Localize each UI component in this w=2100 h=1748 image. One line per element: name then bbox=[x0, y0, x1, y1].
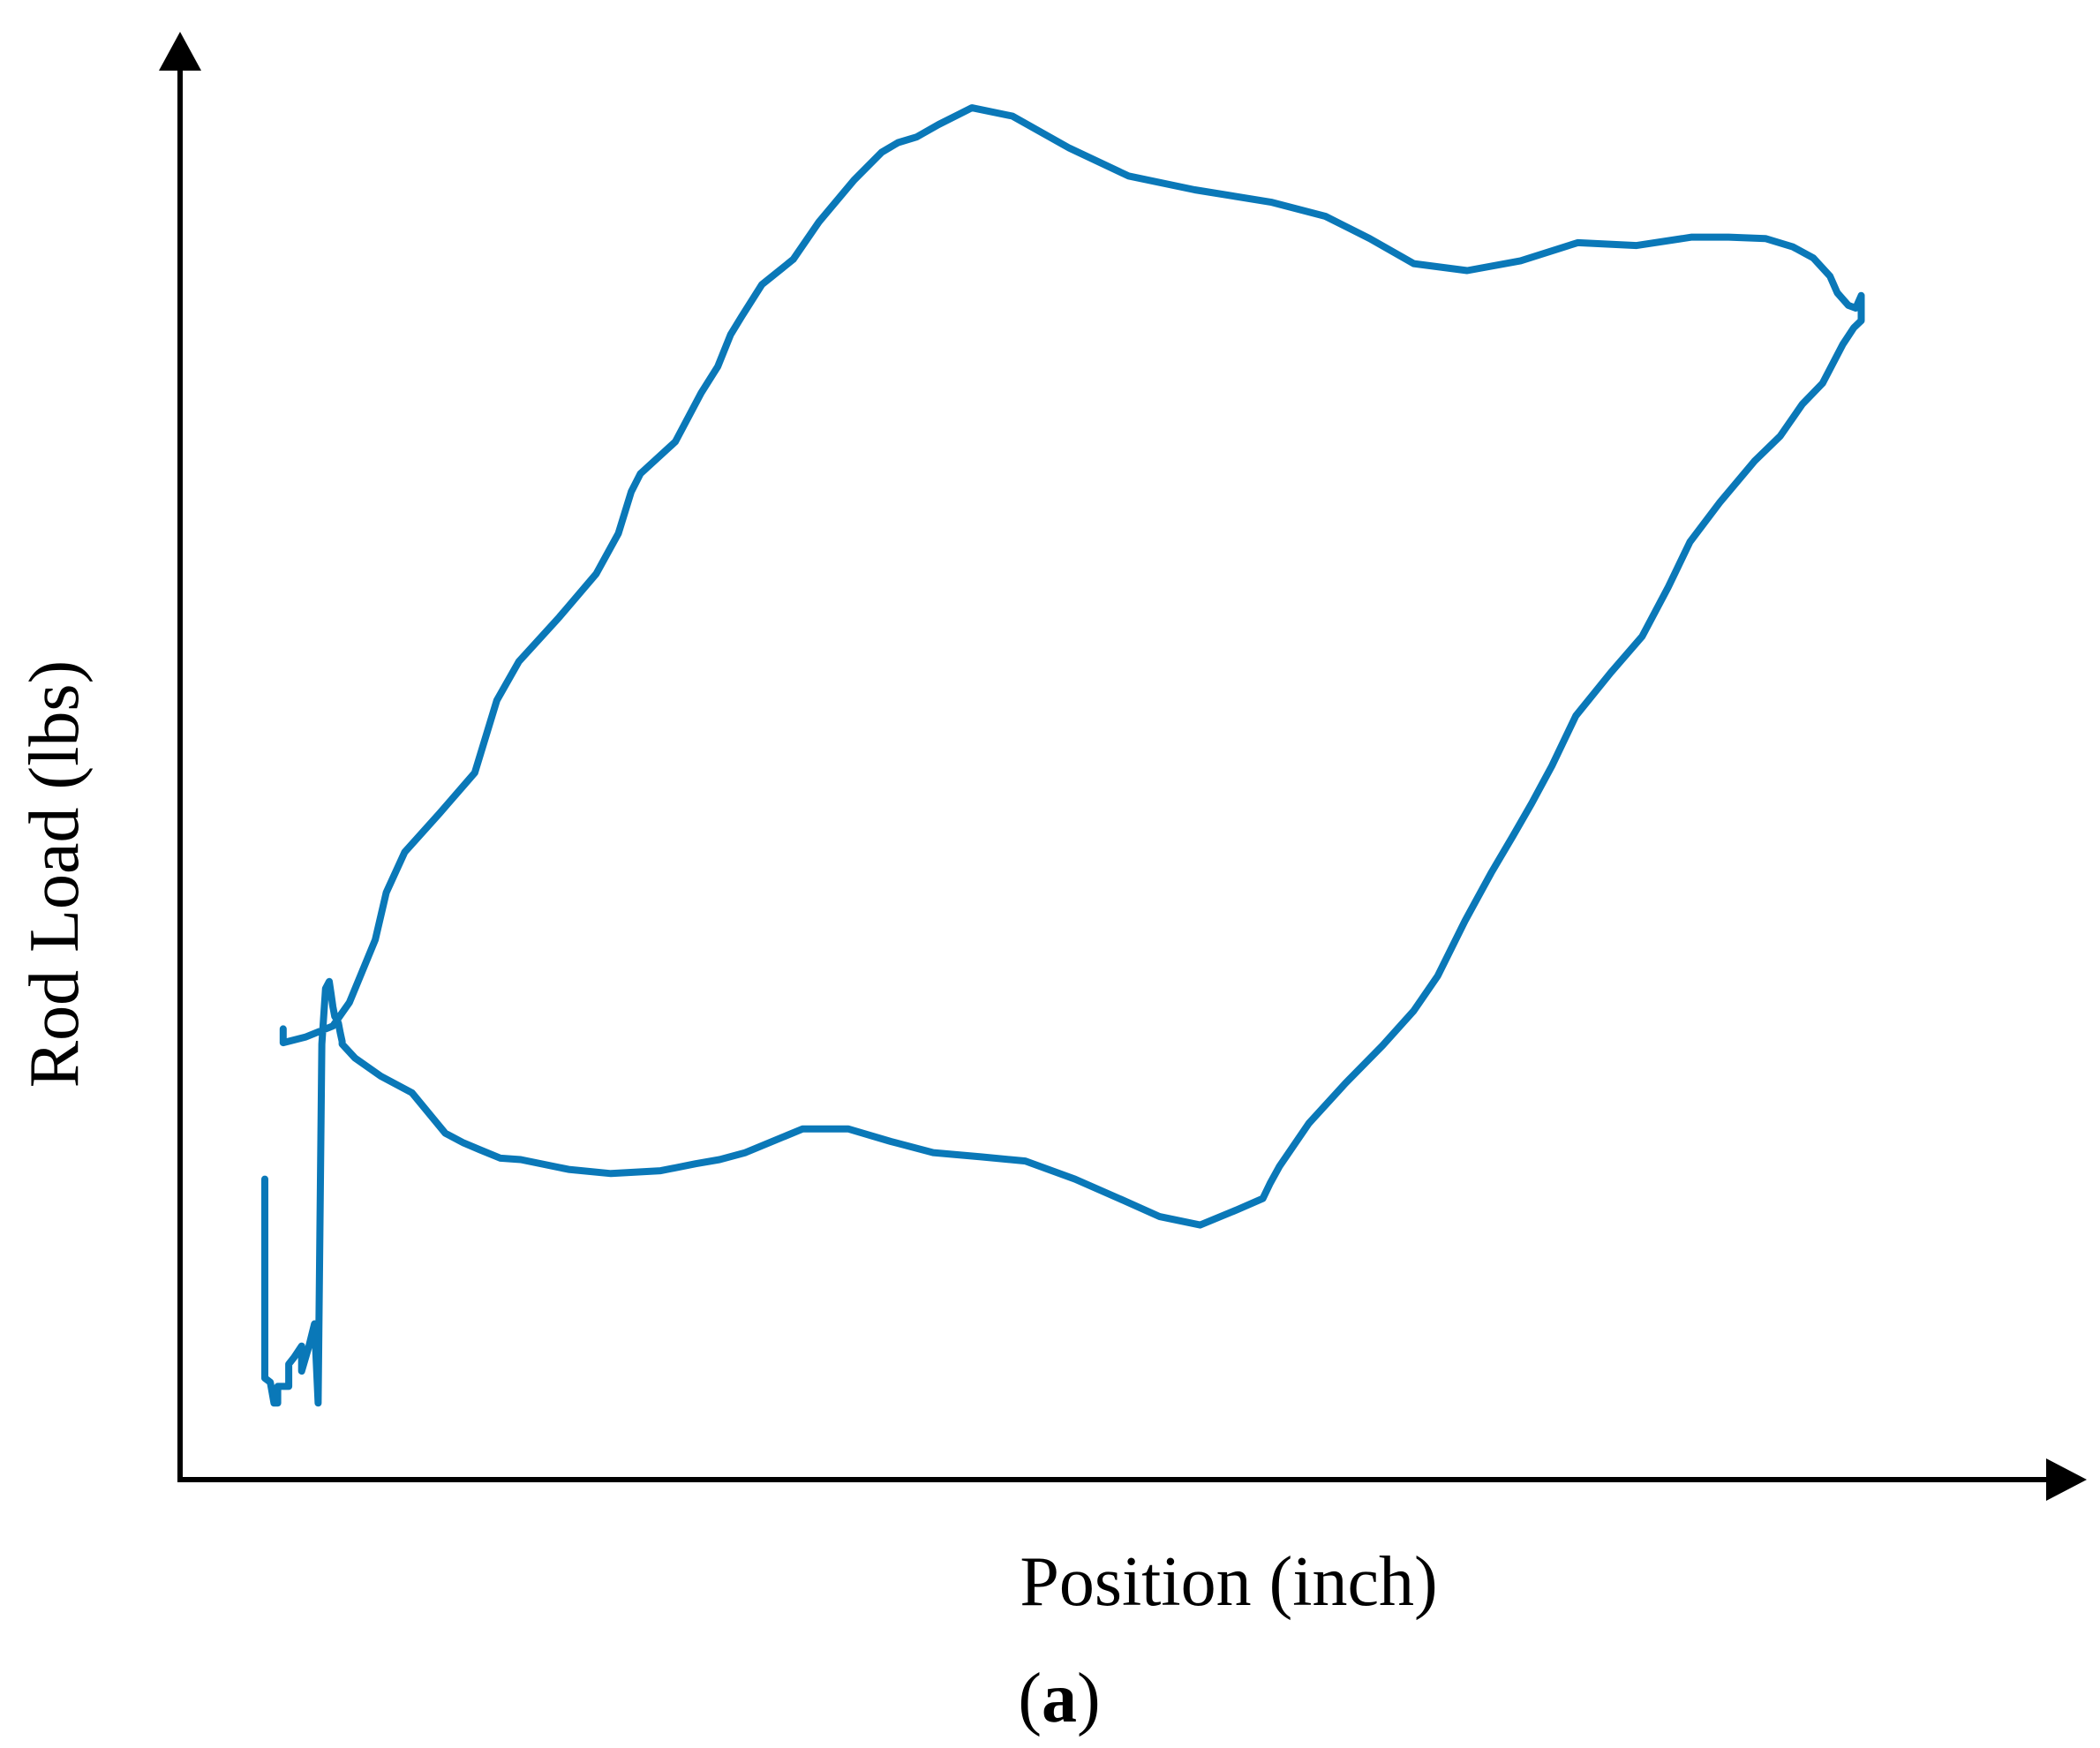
x-axis-title: Position (inch) bbox=[1020, 1543, 1437, 1621]
panel-label: (a) bbox=[1018, 1660, 1100, 1737]
x-axis-arrow bbox=[2046, 1458, 2087, 1501]
y-axis-title: Rod Load (lbs) bbox=[16, 660, 94, 1088]
series-line-0 bbox=[261, 104, 1865, 1407]
y-axis-arrow bbox=[159, 32, 201, 71]
plot-area bbox=[261, 104, 1865, 1407]
